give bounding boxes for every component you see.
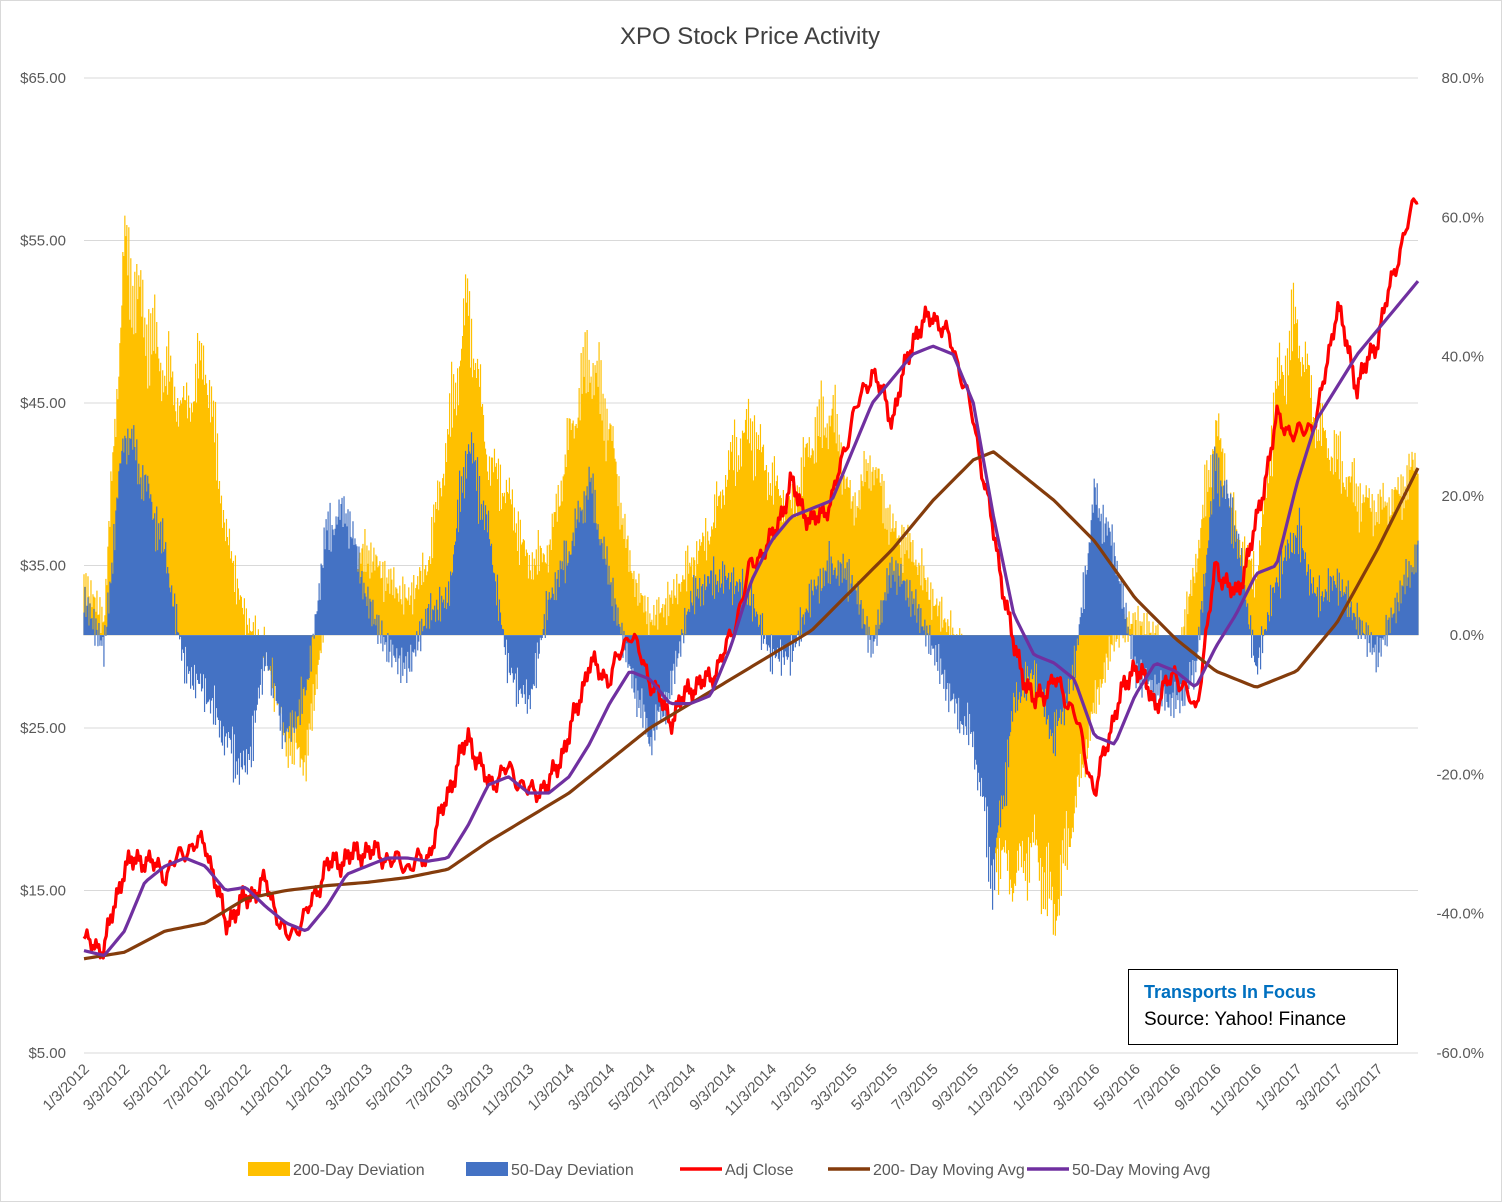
series-area — [83, 425, 1419, 910]
legend-label: 200-Day Deviation — [293, 1162, 425, 1179]
legend-label: Adj Close — [725, 1162, 794, 1179]
left-axis: $65.00 $55.00 $45.00 $35.00 $25.00 $15.00 $5.0… — [20, 70, 66, 1062]
left-tick-label: $15.00 — [20, 883, 66, 900]
legend-label: 50-Day Deviation — [511, 1162, 634, 1179]
x-axis: 1/3/20123/3/20125/3/20127/3/20129/3/2012… — [40, 1061, 1387, 1119]
right-tick-label: 20.0% — [1441, 488, 1484, 505]
right-axis: 80.0% 60.0% 40.0% 20.0% 0.0% -20.0% -40.0% -60.… — [1436, 70, 1484, 1062]
series-line — [83, 280, 1420, 958]
legend-label: 50-Day Moving Avg — [1072, 1162, 1210, 1179]
note-source: Source: Yahoo! Finance — [1144, 1009, 1347, 1030]
legend-swatch — [466, 1162, 508, 1176]
chart-title: XPO Stock Price Activity — [620, 23, 880, 50]
legend-label: 200- Day Moving Avg — [873, 1162, 1025, 1179]
series-line — [83, 450, 1420, 961]
right-tick-label: 60.0% — [1441, 209, 1484, 226]
left-tick-label: $5.00 — [28, 1045, 66, 1062]
right-tick-label: 0.0% — [1450, 627, 1484, 644]
left-tick-label: $45.00 — [20, 395, 66, 412]
price-lines — [82, 197, 1420, 961]
right-tick-label: -20.0% — [1436, 766, 1484, 783]
legend: 200-Day Deviation 50-Day Deviation Adj Clo… — [248, 1162, 1210, 1179]
left-tick-label: $25.00 — [20, 720, 66, 737]
right-tick-label: -60.0% — [1436, 1045, 1484, 1062]
source-note: Transports In Focus Source: Yahoo! Finan… — [1128, 969, 1398, 1045]
deviation-bars — [83, 425, 1419, 910]
right-tick-label: -40.0% — [1436, 906, 1484, 923]
legend-swatch — [248, 1162, 290, 1176]
left-tick-label: $65.00 — [20, 70, 66, 87]
series-line — [82, 197, 1419, 960]
left-tick-label: $55.00 — [20, 233, 66, 250]
left-tick-label: $35.00 — [20, 558, 66, 575]
deviation-areas — [83, 215, 1419, 936]
note-brand: Transports In Focus — [1144, 982, 1317, 1002]
right-tick-label: 40.0% — [1441, 349, 1484, 366]
right-tick-label: 80.0% — [1441, 70, 1484, 87]
